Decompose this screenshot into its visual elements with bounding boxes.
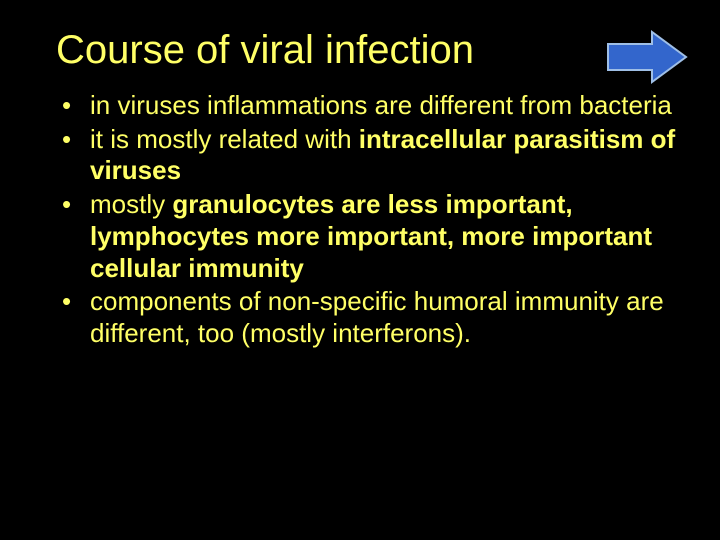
list-item: components of non-specific humoral immun… [56,286,682,349]
list-item: in viruses inflammations are different f… [56,90,682,122]
arrow-shape [608,32,686,82]
slide-title: Course of viral infection [56,28,682,72]
slide: Course of viral infection in viruses inf… [0,0,720,540]
next-arrow-button[interactable] [604,28,690,86]
arrow-right-icon [604,28,690,86]
bullet-list: in viruses inflammations are different f… [56,90,682,350]
list-item: mostly granulocytes are less important, … [56,189,682,284]
list-item: it is mostly related with intracellular … [56,124,682,187]
